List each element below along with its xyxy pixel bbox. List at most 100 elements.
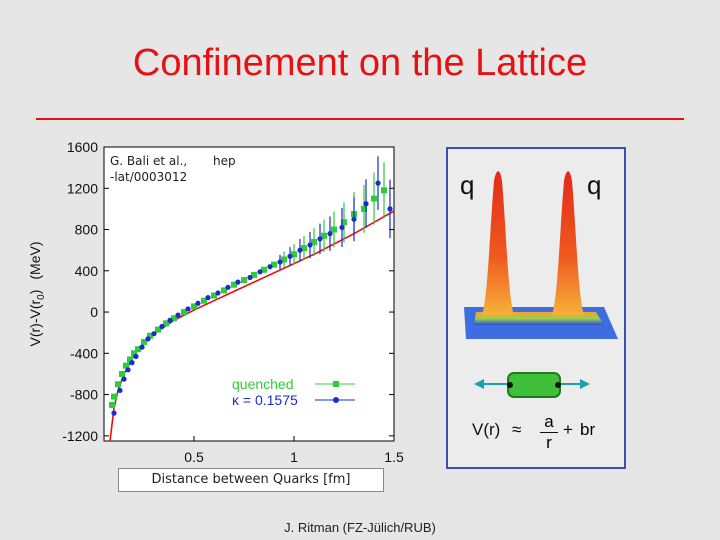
slide-title: Confinement on the Lattice	[132, 42, 588, 84]
point-quenched	[241, 277, 247, 284]
legend-marker-kappa	[333, 397, 339, 403]
point-quenched	[251, 271, 257, 278]
y-tick-label: -400	[70, 345, 98, 361]
ylabel-main: V(r)-V(r	[27, 300, 43, 347]
legend-marker-quenched	[333, 381, 339, 387]
legend-label-kappa: κ = 0.1575	[232, 392, 298, 408]
arrow-left-head	[474, 379, 484, 389]
point-quenched	[281, 256, 287, 263]
formula-approx: ≈	[512, 420, 522, 439]
potential-chart: 1600 1200 800 400 0 -400 -800 -1200 0.5 1 1.5 que…	[27, 139, 404, 465]
point-quenched	[311, 238, 317, 245]
point-kappa	[235, 279, 241, 285]
point-kappa	[297, 247, 303, 253]
point-kappa	[129, 360, 135, 366]
formula-numerator: a	[544, 412, 554, 431]
point-kappa	[125, 367, 131, 373]
ylabel-unit: (MeV)	[27, 241, 43, 279]
x-tick-label: 1	[290, 449, 298, 465]
point-kappa	[215, 290, 221, 296]
point-kappa	[205, 295, 211, 301]
point-quenched	[301, 245, 307, 252]
y-tick-label: 0	[90, 304, 98, 320]
quark-right-label: q	[587, 170, 602, 200]
quark-dot-left	[507, 382, 513, 388]
point-quenched	[191, 303, 197, 310]
point-quenched	[111, 393, 117, 400]
formula-denominator: r	[540, 432, 558, 453]
point-kappa	[195, 300, 201, 306]
formula-lhs: V(r)	[472, 420, 501, 439]
point-quenched	[261, 266, 267, 273]
x-axis-label: Distance between Quarks [fm]	[118, 468, 384, 492]
point-kappa	[175, 312, 181, 318]
y-tick-label: -1200	[62, 428, 98, 444]
point-kappa	[159, 323, 165, 330]
point-kappa	[307, 242, 313, 248]
point-kappa	[363, 201, 369, 207]
title-underline	[36, 118, 684, 120]
point-quenched	[115, 381, 121, 388]
point-kappa	[277, 259, 283, 265]
point-kappa	[111, 410, 117, 416]
point-quenched	[331, 226, 337, 233]
point-quenched	[147, 332, 153, 339]
point-quenched	[371, 195, 377, 202]
point-quenched	[135, 346, 141, 353]
point-quenched	[221, 287, 227, 294]
point-kappa	[317, 236, 323, 242]
footer-credit: J. Ritman (FZ-Jülich/RUB)	[284, 520, 436, 535]
point-quenched	[201, 297, 207, 304]
point-kappa	[117, 387, 123, 394]
formula-fraction: a r	[540, 412, 558, 453]
point-kappa	[375, 180, 381, 186]
point-quenched	[231, 281, 237, 288]
point-quenched	[155, 326, 161, 333]
x-tick-label: 0.5	[184, 449, 204, 465]
point-kappa	[145, 336, 151, 342]
point-kappa	[225, 284, 231, 290]
legend: quenched κ = 0.1575	[232, 376, 355, 408]
point-kappa	[257, 269, 263, 275]
x-tick-label: 1.5	[384, 449, 404, 465]
point-quenched	[381, 187, 387, 194]
point-quenched	[171, 315, 177, 322]
flux-band	[474, 312, 604, 325]
flux-tube-illustration	[464, 171, 618, 398]
credit-hep: hep	[213, 154, 236, 168]
point-kappa	[287, 253, 293, 259]
y-axis-label: V(r)-V(r0) (MeV)	[27, 241, 47, 346]
point-quenched	[141, 338, 147, 345]
point-quenched	[163, 320, 169, 327]
point-kappa	[167, 317, 173, 323]
potential-formula: V(r)	[472, 420, 500, 440]
formula-plus: +	[563, 420, 573, 439]
credit-line1: G. Bali et al.,	[110, 154, 188, 168]
point-kappa	[387, 206, 393, 212]
quark-left-label: q	[460, 170, 475, 200]
point-quenched	[291, 251, 297, 258]
point-kappa	[151, 331, 157, 337]
credit-line2: -lat/0003012	[110, 170, 188, 184]
string-tube	[507, 372, 561, 398]
plot-area	[103, 146, 395, 442]
point-quenched	[119, 370, 125, 377]
point-quenched	[361, 205, 367, 212]
point-kappa	[247, 274, 253, 281]
legend-label-quenched: quenched	[232, 376, 294, 392]
point-quenched	[211, 292, 217, 299]
point-kappa	[267, 264, 273, 270]
point-quenched	[127, 356, 133, 363]
ylabel-sub: 0	[36, 294, 47, 300]
point-quenched	[341, 219, 347, 226]
peak-right	[552, 171, 584, 315]
point-quenched	[131, 350, 137, 357]
point-kappa	[185, 306, 191, 312]
formula-rhs: br	[580, 420, 596, 439]
y-tick-label: 1200	[67, 180, 98, 196]
svg-text:V(r)-V(r0)(MeV): V(r)-V(r0) (MeV)	[27, 241, 47, 346]
point-kappa	[339, 224, 345, 231]
arrow-right-head	[580, 379, 590, 389]
peak-left	[482, 171, 514, 315]
point-quenched	[271, 261, 277, 268]
